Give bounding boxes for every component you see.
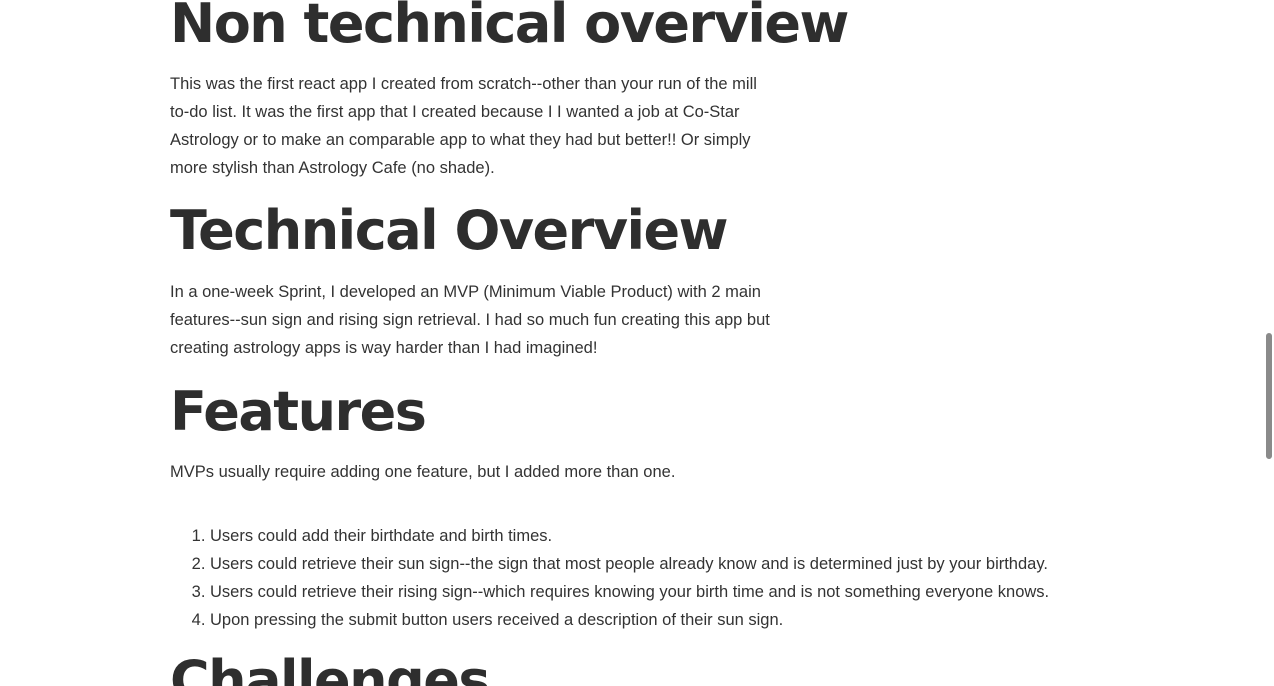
paragraph-line: This was the first react app I created f… (170, 75, 757, 93)
paragraph-line: Astrology or to make an comparable app t… (170, 131, 751, 149)
non-technical-paragraph: This was the first react app I created f… (170, 70, 757, 182)
vertical-scrollbar[interactable] (1262, 0, 1274, 686)
scrollbar-thumb[interactable] (1266, 333, 1272, 459)
heading-features: Features (170, 380, 427, 443)
heading-challenges: Challenges (170, 649, 491, 686)
paragraph-line: more stylish than Astrology Cafe (no sha… (170, 159, 495, 177)
heading-non-technical-overview: Non technical overview (170, 0, 849, 55)
paragraph-line: In a one-week Sprint, I developed an MVP… (170, 283, 761, 301)
list-item: Users could add their birthdate and birt… (210, 522, 1110, 550)
features-intro: MVPs usually require adding one feature,… (170, 463, 676, 481)
list-item: Users could retrieve their sun sign--the… (210, 550, 1110, 578)
technical-paragraph: In a one-week Sprint, I developed an MVP… (170, 278, 770, 362)
paragraph-line: features--sun sign and rising sign retri… (170, 311, 770, 329)
list-item: Upon pressing the submit button users re… (210, 606, 1110, 634)
heading-technical-overview: Technical Overview (170, 199, 729, 262)
paragraph-line: creating astrology apps is way harder th… (170, 339, 598, 357)
features-list: Users could add their birthdate and birt… (170, 522, 1110, 634)
paragraph-line: to-do list. It was the first app that I … (170, 103, 740, 121)
list-item: Users could retrieve their rising sign--… (210, 578, 1110, 606)
